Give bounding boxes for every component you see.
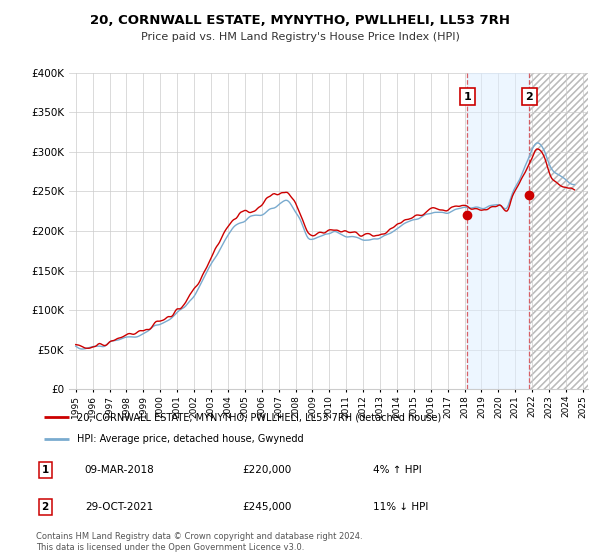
Text: £220,000: £220,000 <box>242 465 292 475</box>
Text: This data is licensed under the Open Government Licence v3.0.: This data is licensed under the Open Gov… <box>36 543 304 552</box>
Text: Contains HM Land Registry data © Crown copyright and database right 2024.: Contains HM Land Registry data © Crown c… <box>36 532 362 541</box>
Text: 20, CORNWALL ESTATE, MYNYTHO, PWLLHELI, LL53 7RH (detached house): 20, CORNWALL ESTATE, MYNYTHO, PWLLHELI, … <box>77 412 441 422</box>
Text: 20, CORNWALL ESTATE, MYNYTHO, PWLLHELI, LL53 7RH: 20, CORNWALL ESTATE, MYNYTHO, PWLLHELI, … <box>90 14 510 27</box>
Text: 11% ↓ HPI: 11% ↓ HPI <box>373 502 428 512</box>
Text: 1: 1 <box>464 91 472 101</box>
Bar <box>529 73 588 389</box>
Text: 2: 2 <box>41 502 49 512</box>
Text: 2: 2 <box>526 91 533 101</box>
Text: 4% ↑ HPI: 4% ↑ HPI <box>373 465 421 475</box>
Text: 29-OCT-2021: 29-OCT-2021 <box>85 502 153 512</box>
Text: 09-MAR-2018: 09-MAR-2018 <box>85 465 155 475</box>
Bar <box>467 73 529 389</box>
Bar <box>529 73 588 389</box>
Text: 1: 1 <box>41 465 49 475</box>
Text: HPI: Average price, detached house, Gwynedd: HPI: Average price, detached house, Gwyn… <box>77 435 304 444</box>
Text: Price paid vs. HM Land Registry's House Price Index (HPI): Price paid vs. HM Land Registry's House … <box>140 32 460 43</box>
Text: £245,000: £245,000 <box>242 502 292 512</box>
